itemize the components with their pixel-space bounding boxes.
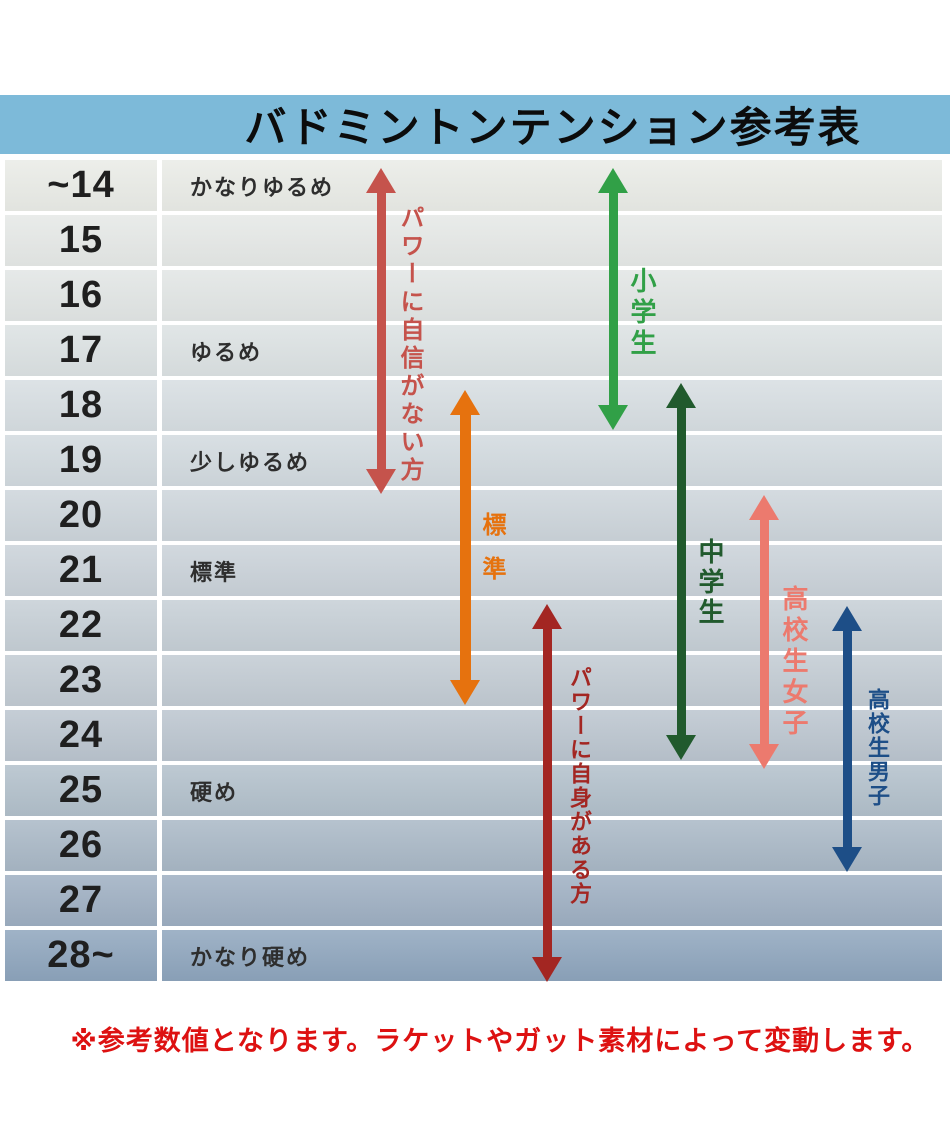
arrow-up-icon (366, 168, 396, 193)
arrow-down-icon (532, 957, 562, 982)
range-label-highschool-girls: 高校生女子 (779, 585, 809, 740)
table-row: 23 (5, 655, 942, 706)
range-arrow-elementary-school (597, 168, 629, 430)
arrow-up-icon (598, 168, 628, 193)
table-row: ~14 かなりゆるめ (5, 160, 942, 211)
range-arrow-highschool-boys (831, 606, 863, 872)
range-label-elementary-school: 小学生 (627, 267, 657, 360)
table-row: 19 少しゆるめ (5, 435, 942, 486)
arrow-down-icon (666, 735, 696, 760)
tension-value-cell: 21 (5, 545, 157, 596)
arrow-up-icon (450, 390, 480, 415)
tension-label-cell: かなりゆるめ (162, 160, 942, 211)
arrow-down-icon (749, 744, 779, 769)
table-row: 20 (5, 490, 942, 541)
arrow-down-icon (832, 847, 862, 872)
arrow-shaft (608, 193, 618, 405)
table-row: 26 (5, 820, 942, 871)
arrow-shaft (759, 520, 769, 744)
tension-label-cell: 標準 (162, 545, 942, 596)
table-row: 28~ かなり硬め (5, 930, 942, 981)
table-row: 17 ゆるめ (5, 325, 942, 376)
tension-value-cell: ~14 (5, 160, 157, 211)
tension-label-cell (162, 710, 942, 761)
arrow-shaft (842, 631, 852, 847)
arrow-shaft (459, 415, 471, 680)
range-label-highschool-boys: 高校生男子 (865, 688, 890, 808)
range-label-junior-high: 中学生 (695, 538, 725, 628)
arrow-down-icon (598, 405, 628, 430)
tension-label-cell (162, 820, 942, 871)
range-label-power-not-confident: パワーに自信がない方 (396, 205, 423, 485)
arrow-shaft (676, 408, 686, 735)
tension-value-cell: 26 (5, 820, 157, 871)
arrow-shaft (542, 629, 552, 957)
title-bar: バドミントンテンション参考表 (0, 95, 950, 154)
table-row: 18 (5, 380, 942, 431)
tension-value-cell: 27 (5, 875, 157, 926)
reference-note: ※参考数値となります。ラケットやガット素材によって変動します。 (70, 1026, 930, 1056)
arrow-down-icon (450, 680, 480, 705)
arrow-up-icon (666, 383, 696, 408)
table-row: 21 標準 (5, 545, 942, 596)
tension-value-cell: 15 (5, 215, 157, 266)
range-arrow-highschool-girls (748, 495, 780, 769)
tension-value-cell: 28~ (5, 930, 157, 981)
arrow-up-icon (532, 604, 562, 629)
tension-value-cell: 25 (5, 765, 157, 816)
range-arrow-power-not-confident (365, 168, 397, 494)
arrow-up-icon (832, 606, 862, 631)
tension-value-cell: 20 (5, 490, 157, 541)
tension-label-cell (162, 655, 942, 706)
tension-value-cell: 22 (5, 600, 157, 651)
tension-label-cell (162, 270, 942, 321)
tension-label-cell (162, 215, 942, 266)
arrow-down-icon (366, 469, 396, 494)
range-arrow-junior-high (665, 383, 697, 760)
tension-value-cell: 16 (5, 270, 157, 321)
table-row: 15 (5, 215, 942, 266)
tension-value-cell: 19 (5, 435, 157, 486)
table-row: 27 (5, 875, 942, 926)
tension-label-cell: ゆるめ (162, 325, 942, 376)
table-row: 16 (5, 270, 942, 321)
tension-value-cell: 17 (5, 325, 157, 376)
tension-value-cell: 18 (5, 380, 157, 431)
page-title: バドミントンテンション参考表 (244, 104, 862, 151)
range-label-standard: 標準 (478, 512, 505, 600)
tension-table: ~14 かなりゆるめ 15 16 17 ゆるめ 18 19 少しゆるめ 20 2… (5, 160, 942, 985)
tension-label-cell (162, 490, 942, 541)
range-arrow-power-confident (531, 604, 563, 982)
arrow-up-icon (749, 495, 779, 520)
range-arrow-standard (449, 390, 481, 705)
tension-value-cell: 23 (5, 655, 157, 706)
tension-label-cell: 硬め (162, 765, 942, 816)
tension-label-cell (162, 875, 942, 926)
arrow-shaft (376, 193, 386, 469)
tension-value-cell: 24 (5, 710, 157, 761)
tension-label-cell: 少しゆるめ (162, 435, 942, 486)
tension-label-cell (162, 380, 942, 431)
table-row: 25 硬め (5, 765, 942, 816)
range-label-power-confident: パワーに自身がある方 (567, 666, 592, 906)
table-row: 24 (5, 710, 942, 761)
